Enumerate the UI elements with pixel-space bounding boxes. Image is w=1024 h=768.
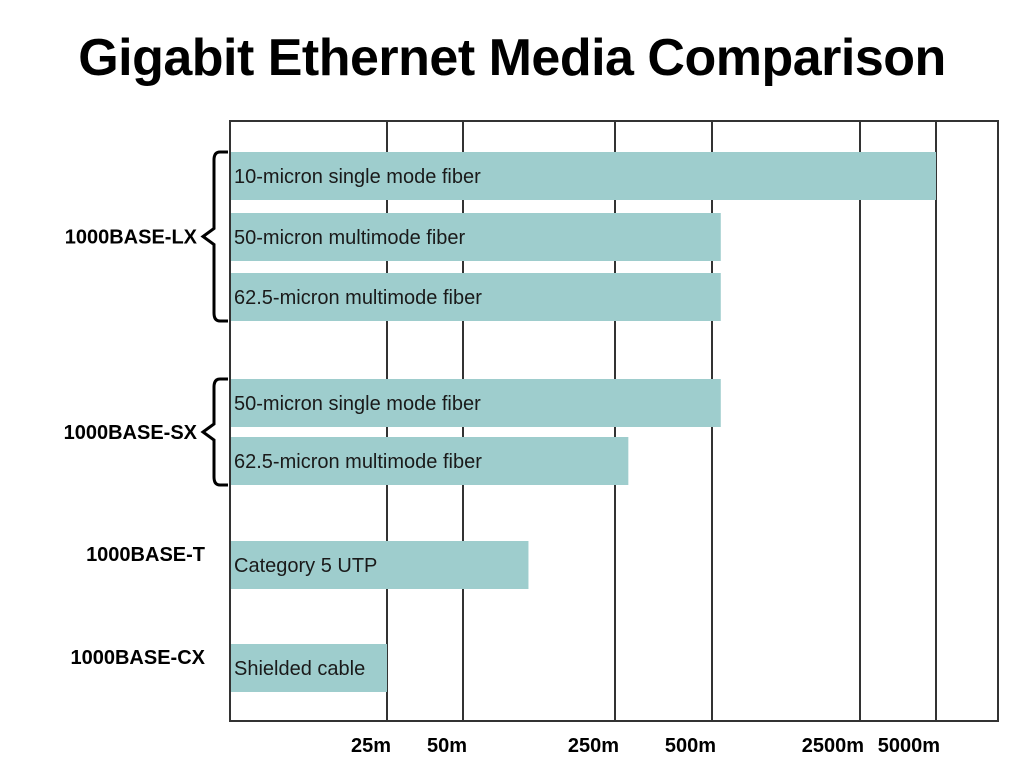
x-tick-label: 5000m [878,735,940,757]
bars: 10-micron single mode fiber 50-micron mul… [230,152,936,692]
bar-label: Category 5 UTP [234,555,377,577]
x-axis-ticks: 25m 50m 250m 500m 2500m 5000m [351,735,940,757]
x-tick-label: 500m [665,735,716,757]
bar-label: 50-micron multimode fiber [234,227,466,249]
bar-label: 62.5-micron multimode fiber [234,451,482,473]
bar [230,437,629,485]
x-tick-label: 250m [568,735,619,757]
plot-frame [229,120,999,722]
x-tick-label: 25m [351,735,391,757]
group-label: 1000BASE-T [86,544,205,566]
group-labels: 1000BASE-LX 1000BASE-SX 1000BASE-T 1000BASE… [64,150,228,669]
bar-label: Shielded cable [234,658,365,680]
bar [230,273,721,321]
bar [230,152,936,200]
group-bracket [200,377,228,487]
bar [230,213,721,261]
bar-label: 62.5-micron multimode fiber [234,287,482,309]
group-label: 1000BASE-SX [64,422,198,444]
bar [230,379,721,427]
x-tick-label: 2500m [802,735,864,757]
group-bracket [200,150,228,323]
x-tick-label: 50m [427,735,467,757]
group-label: 1000BASE-CX [70,647,205,669]
group-label: 1000BASE-LX [65,227,198,249]
bar [230,541,529,589]
bar [230,644,387,692]
chart-title: Gigabit Ethernet Media Comparison [78,29,946,87]
bar-label: 10-micron single mode fiber [234,166,481,188]
bar-label: 50-micron single mode fiber [234,393,481,415]
